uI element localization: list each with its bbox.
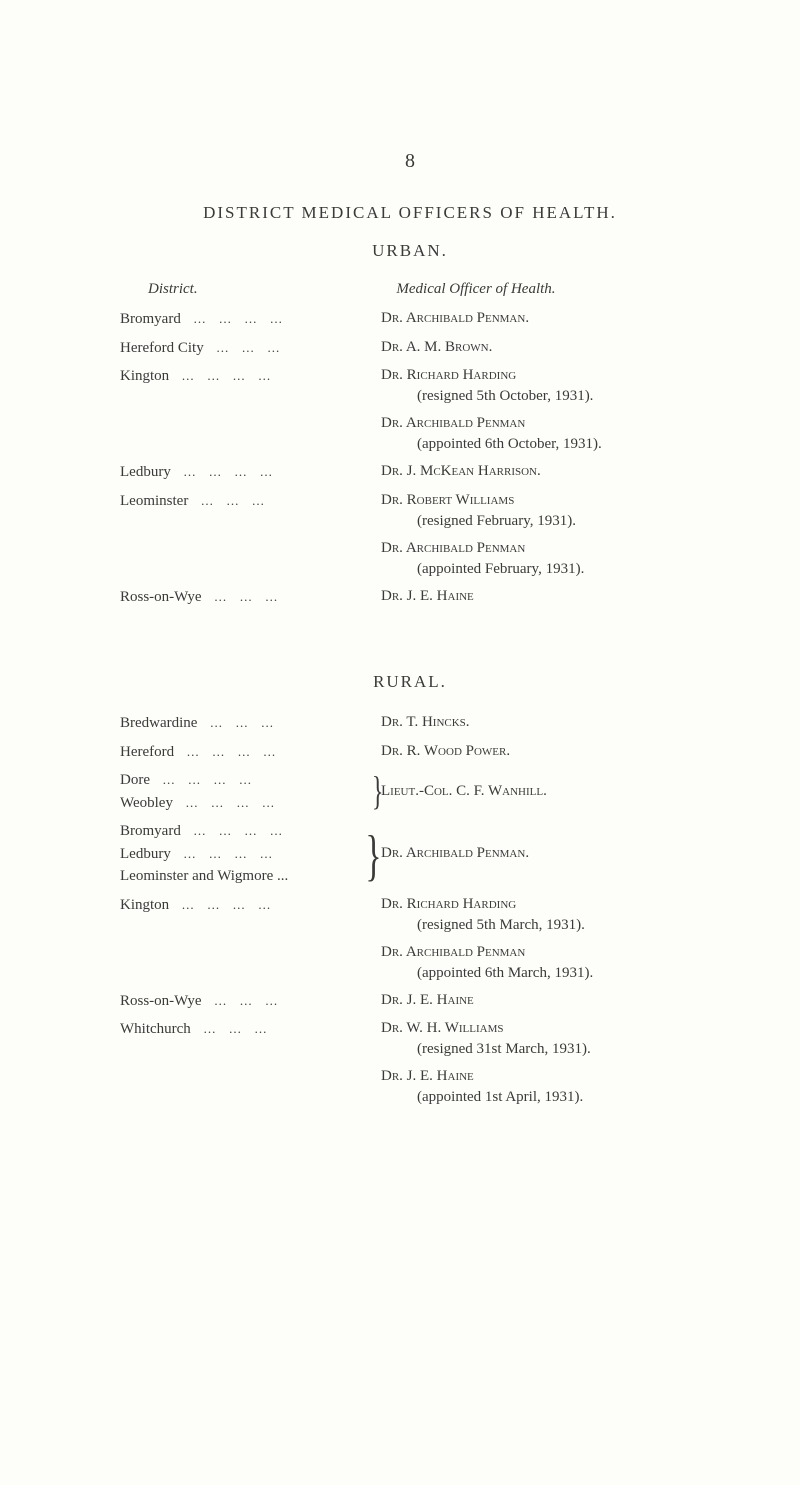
district-column-header: District. [120,281,396,298]
officer-cell: Lieut.-Col. C. F. Wanhill. [381,781,700,802]
district-cell: Whitchurch [120,1018,381,1041]
brace-icon: } [372,771,384,811]
officer-name: Dr. Richard Harding [381,894,700,915]
district-cell: Dore Weobley } [120,769,381,814]
officer-note: (appointed February, 1931). [381,559,700,580]
officer-name: Dr. Archibald Penman [381,538,700,559]
table-row: Ross-on-Wye Dr. J. E. Haine [120,586,700,609]
officer-name: Dr. Richard Harding [381,365,700,386]
district-cell: Leominster [120,490,381,513]
officer-note: (resigned 5th March, 1931). [381,915,700,936]
table-row: Leominster Dr. Robert Williams (resigned… [120,490,700,580]
officer-name: Dr. Robert Williams [381,490,700,511]
officer-note: (appointed 1st April, 1931). [381,1087,700,1108]
officer-cell: Dr. Richard Harding (resigned 5th Octobe… [381,365,700,455]
table-row: Bredwardine Dr. T. Hincks. [120,712,700,735]
officer-cell: Dr. Robert Williams (resigned February, … [381,490,700,580]
officer-cell: Dr. T. Hincks. [381,712,700,733]
officer-name: Dr. Archibald Penman [381,413,700,434]
officer-cell: Dr. R. Wood Power. [381,741,700,762]
district-cell: Ross-on-Wye [120,990,381,1013]
officer-note: (appointed 6th October, 1931). [381,434,700,455]
rural-heading: RURAL. [120,672,700,692]
table-row: Hereford City Dr. A. M. Brown. [120,337,700,360]
table-row: Ross-on-Wye Dr. J. E. Haine [120,990,700,1013]
officer-name: Dr. Archibald Penman [381,942,700,963]
officer-cell: Dr. A. M. Brown. [381,337,700,358]
table-row: Kington Dr. Richard Harding (resigned 5t… [120,894,700,984]
district-cell: Bromyard [120,308,381,331]
table-row: Ledbury Dr. J. McKean Harrison. [120,461,700,484]
table-row: Bromyard Ledbury Leominster and Wigmore … [120,820,700,888]
officer-note: (appointed 6th March, 1931). [381,963,700,984]
district-cell: Bromyard Ledbury Leominster and Wigmore … [120,820,381,888]
district-cell: Kington [120,894,381,917]
officer-cell: Dr. J. E. Haine [381,990,700,1011]
district-cell: Ledbury [120,461,381,484]
urban-heading: URBAN. [120,241,700,261]
district-cell: Kington [120,365,381,388]
officer-cell: Dr. W. H. Williams (resigned 31st March,… [381,1018,700,1108]
officer-note: (resigned 31st March, 1931). [381,1039,700,1060]
officer-note: (resigned February, 1931). [381,511,700,532]
officer-note: (resigned 5th October, 1931). [381,386,700,407]
district-cell: Bredwardine [120,712,381,735]
district-cell: Hereford [120,741,381,764]
officer-cell: Dr. J. E. Haine [381,586,700,607]
district-cell: Hereford City [120,337,381,360]
officer-cell: Dr. Archibald Penman. [381,843,700,864]
table-row: Whitchurch Dr. W. H. Williams (resigned … [120,1018,700,1108]
officer-cell: Dr. Archibald Penman. [381,308,700,329]
table-row: Kington Dr. Richard Harding (resigned 5t… [120,365,700,455]
table-row: Bromyard Dr. Archibald Penman. [120,308,700,331]
brace-icon: } [365,828,381,884]
page-number: 8 [120,150,700,173]
document-page: 8 DISTRICT MEDICAL OFFICERS OF HEALTH. U… [0,0,800,1485]
main-title: DISTRICT MEDICAL OFFICERS OF HEALTH. [120,203,700,223]
officer-cell: Dr. J. McKean Harrison. [381,461,700,482]
officer-cell: Dr. Richard Harding (resigned 5th March,… [381,894,700,984]
officer-column-header: Medical Officer of Health. [396,281,700,298]
officer-name: Dr. J. E. Haine [381,1066,700,1087]
officer-name: Dr. W. H. Williams [381,1018,700,1039]
urban-column-headers: District. Medical Officer of Health. [120,281,700,308]
district-cell: Ross-on-Wye [120,586,381,609]
table-row: Dore Weobley } Lieut.-Col. C. F. Wanhill… [120,769,700,814]
table-row: Hereford Dr. R. Wood Power. [120,741,700,764]
